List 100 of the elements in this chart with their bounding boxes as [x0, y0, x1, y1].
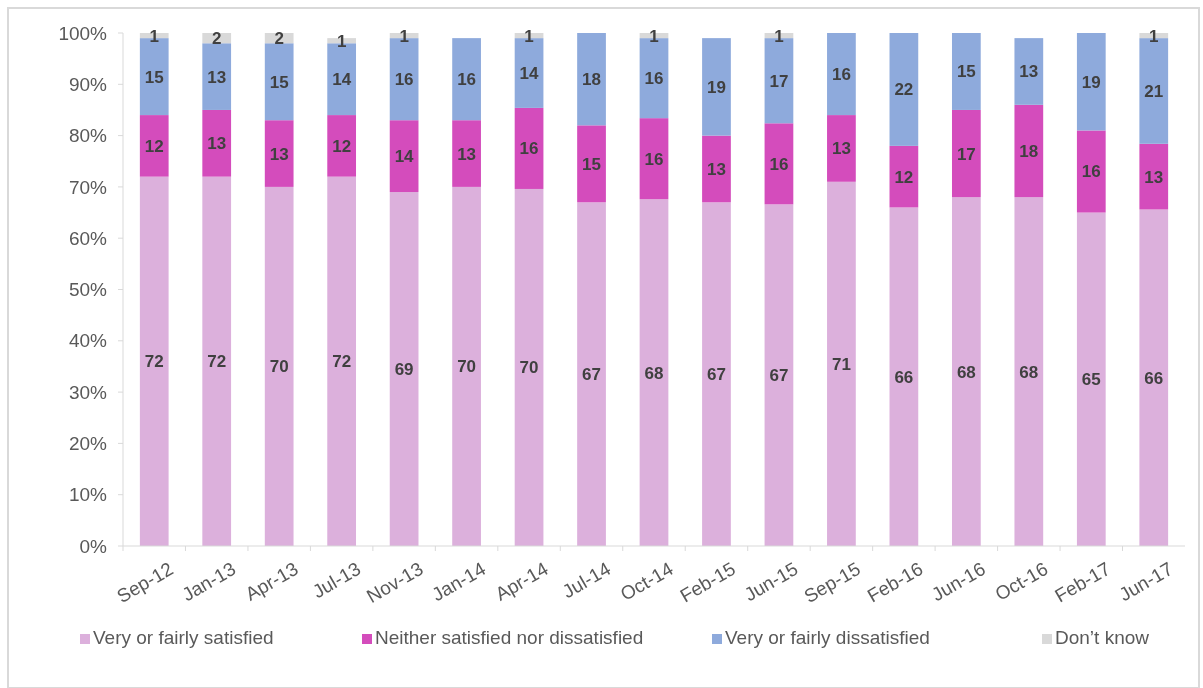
data-label: 66 — [894, 367, 914, 387]
data-label: 16 — [769, 154, 789, 174]
data-label: 19 — [707, 77, 726, 97]
bar — [1076, 212, 1106, 546]
bar — [452, 120, 481, 187]
data-label: 1 — [649, 26, 659, 46]
bar — [1139, 209, 1169, 546]
data-label: 15 — [956, 62, 976, 82]
data-label: 72 — [144, 352, 164, 372]
data-label: 18 — [582, 70, 601, 90]
bar — [827, 115, 856, 182]
data-label: 18 — [1019, 141, 1039, 161]
y-tick-label: 20% — [68, 433, 108, 455]
bar — [951, 33, 981, 110]
data-label: 13 — [831, 139, 851, 159]
data-label: 12 — [144, 136, 164, 156]
bar — [702, 202, 731, 546]
bar — [389, 192, 419, 546]
data-label: 16 — [831, 64, 851, 84]
legend-label: Don’t know — [1055, 627, 1150, 648]
data-label: 71 — [831, 354, 851, 374]
bar — [139, 176, 169, 546]
bar — [1014, 38, 1044, 105]
bar — [827, 33, 856, 116]
y-tick-label: 90% — [68, 73, 108, 95]
data-label: 1 — [149, 26, 159, 46]
data-label: 13 — [707, 159, 726, 179]
bar — [202, 43, 232, 110]
data-label: 72 — [207, 352, 227, 372]
bar — [327, 115, 357, 177]
y-tick-label: 100% — [58, 22, 108, 44]
data-label: 72 — [332, 352, 352, 372]
bar — [827, 181, 856, 546]
bar — [202, 109, 232, 177]
data-label: 14 — [394, 147, 415, 167]
data-label: 1 — [524, 26, 534, 46]
data-label: 68 — [1019, 362, 1039, 382]
bar — [577, 202, 606, 546]
bar — [577, 125, 606, 203]
data-label: 1 — [399, 26, 409, 46]
data-label: 70 — [457, 357, 477, 377]
data-label: 17 — [956, 144, 976, 164]
bar — [452, 38, 481, 121]
data-label: 12 — [894, 167, 914, 187]
bar — [264, 186, 294, 546]
data-label: 15 — [144, 67, 164, 87]
bar — [1139, 143, 1169, 210]
bar — [1014, 104, 1044, 198]
bar — [514, 107, 544, 189]
bar — [951, 197, 981, 546]
data-label: 13 — [207, 134, 227, 154]
data-label: 17 — [769, 71, 789, 91]
data-label: 22 — [894, 80, 914, 100]
bar — [889, 33, 919, 146]
bar — [702, 38, 731, 136]
data-label: 1 — [774, 26, 784, 46]
data-label: 67 — [707, 365, 726, 385]
data-label: 21 — [1144, 81, 1164, 101]
data-label: 12 — [332, 136, 352, 156]
data-label: 13 — [1144, 167, 1164, 187]
bar — [951, 109, 981, 198]
bar — [1076, 33, 1106, 131]
data-label: 69 — [394, 359, 414, 379]
data-label: 66 — [1144, 368, 1164, 388]
data-label: 16 — [457, 70, 477, 90]
y-tick-label: 60% — [68, 227, 108, 249]
data-label: 15 — [269, 72, 289, 92]
data-label: 67 — [769, 366, 789, 386]
data-label: 65 — [1081, 370, 1101, 390]
bar — [514, 188, 544, 546]
data-label: 68 — [956, 362, 976, 382]
data-label: 2 — [211, 29, 222, 49]
y-tick-label: 50% — [68, 279, 108, 301]
bar — [389, 120, 419, 193]
bar — [264, 43, 294, 121]
legend-label: Very or fairly dissatisfied — [725, 627, 930, 648]
bar — [889, 207, 919, 546]
data-label: 16 — [1081, 162, 1101, 182]
y-tick-label: 70% — [68, 176, 108, 198]
data-label: 13 — [269, 144, 289, 164]
bar — [1014, 197, 1044, 546]
data-label: 1 — [336, 31, 347, 51]
bar — [639, 199, 669, 546]
data-label: 14 — [519, 63, 540, 83]
bar — [264, 120, 294, 187]
data-label: 1 — [1149, 26, 1159, 46]
data-label: 16 — [394, 70, 414, 90]
data-label: 13 — [207, 67, 227, 87]
data-label: 2 — [274, 29, 284, 49]
bar — [202, 176, 232, 546]
bar — [764, 123, 794, 205]
bar — [1076, 130, 1106, 213]
bar — [764, 204, 794, 546]
y-tick-label: 0% — [79, 535, 108, 557]
y-tick-label: 40% — [68, 330, 108, 352]
bar — [452, 186, 481, 546]
data-label: 14 — [332, 70, 352, 90]
data-label: 16 — [644, 149, 664, 169]
data-label: 70 — [269, 357, 289, 377]
data-label: 13 — [1019, 62, 1039, 82]
